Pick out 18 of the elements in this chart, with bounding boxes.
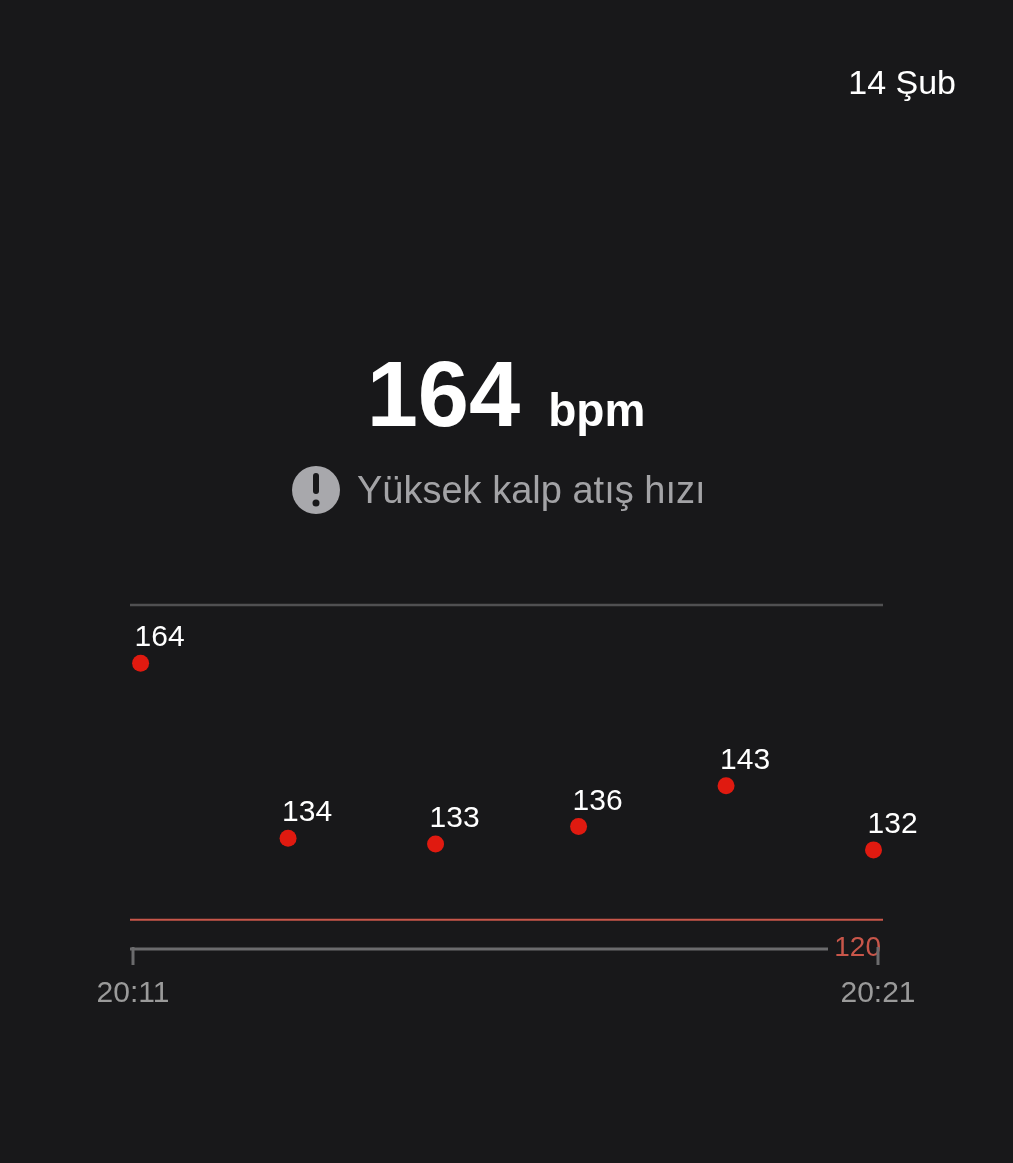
point xyxy=(427,835,445,853)
data-label: 132 xyxy=(867,805,918,839)
data-label: 136 xyxy=(572,782,623,816)
data-label: 164 xyxy=(134,619,185,653)
point xyxy=(570,818,588,836)
x-tick-label: 20:21 xyxy=(840,975,916,1008)
data-label: 134 xyxy=(282,794,333,828)
chart-title: 164 bpm xyxy=(366,343,646,445)
x-tick-label: 20:11 xyxy=(96,975,170,1008)
data-label: 133 xyxy=(429,800,480,834)
point xyxy=(717,777,735,795)
ref-line-label: 120 xyxy=(834,930,881,962)
point xyxy=(865,841,883,859)
point xyxy=(279,829,297,847)
data-label: 143 xyxy=(720,741,771,775)
point xyxy=(132,654,150,672)
text: 14 Şub xyxy=(848,63,956,101)
chart-subtitle: Yüksek kalp atış hızı xyxy=(357,469,706,511)
